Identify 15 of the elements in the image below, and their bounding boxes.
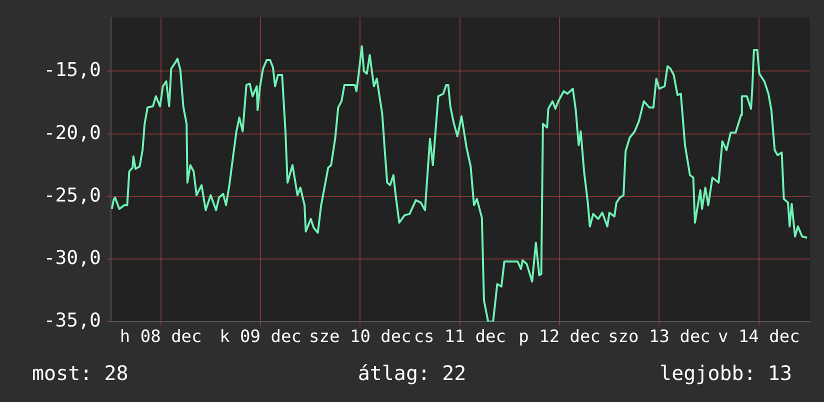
x-tick-label: cs 11 dec [414,327,506,348]
x-tick-label: szo 13 dec [608,327,710,348]
text: átlag: 22 [358,361,466,386]
x-tick-label: k 09 dec [220,327,302,348]
x-tick-label: v 14 dec [718,327,800,348]
x-tick-label: sze 10 dec [309,327,412,348]
y-tick-label: -30,0 [44,246,101,269]
text: legjobb: 13 [660,361,792,386]
y-tick-label: -25,0 [44,184,101,206]
y-tick-label: -15,0 [44,59,101,82]
text: most: 28 [32,361,128,386]
x-tick-label: h 08 dec [120,327,202,348]
y-tick-label: -20,0 [44,122,101,144]
y-tick-label: -35,0 [44,310,101,332]
x-tick-label: p 12 dec [518,327,600,348]
